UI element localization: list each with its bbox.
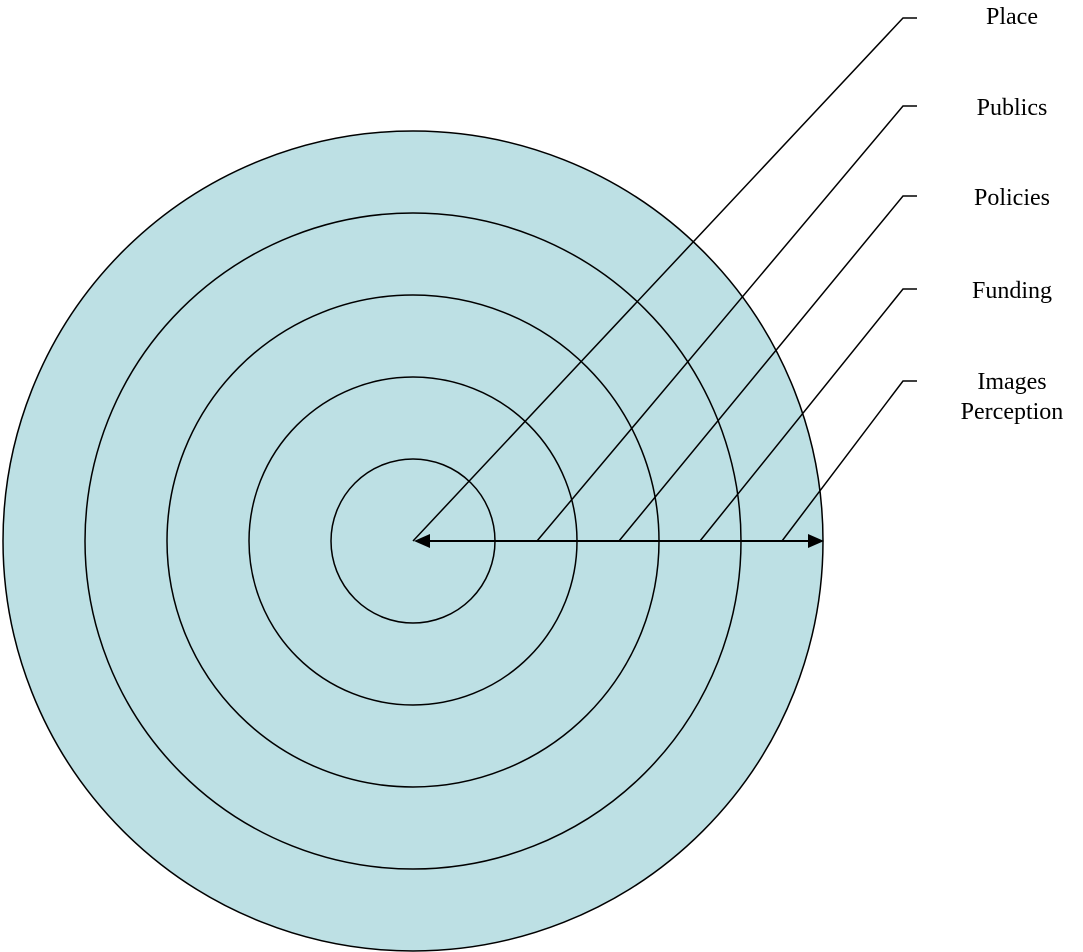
leader-line-policies [618, 195, 917, 542]
label-policies: Policies [974, 185, 1050, 211]
leader-line-funding [699, 288, 917, 542]
leader-line-images-perception [781, 380, 917, 542]
label-place: Place [986, 4, 1038, 30]
label-funding: Funding [972, 278, 1052, 304]
leader-line-place [412, 17, 917, 542]
arrowhead-right [808, 534, 824, 548]
label-images: Images [977, 369, 1046, 395]
arrowhead-left [414, 534, 430, 548]
label-publics: Publics [977, 95, 1048, 121]
leader-line-publics [536, 105, 917, 542]
label-perception: Perception [961, 399, 1064, 425]
